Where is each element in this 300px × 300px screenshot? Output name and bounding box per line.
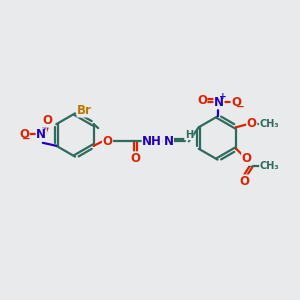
Text: O: O — [42, 114, 52, 127]
Text: O: O — [197, 94, 207, 107]
Text: CH₃: CH₃ — [260, 119, 279, 129]
Text: NH: NH — [142, 135, 162, 148]
Text: N: N — [36, 128, 46, 141]
Text: H: H — [185, 130, 193, 140]
Text: N: N — [164, 135, 173, 148]
Text: +: + — [219, 92, 227, 101]
Text: −: − — [22, 134, 31, 144]
Text: CH₃: CH₃ — [260, 161, 279, 171]
Text: O: O — [239, 175, 249, 188]
Text: O: O — [130, 152, 140, 165]
Text: +: + — [41, 123, 49, 132]
Text: O: O — [247, 117, 257, 130]
Text: O: O — [103, 135, 112, 148]
Text: O: O — [242, 152, 252, 165]
Text: Br: Br — [77, 104, 92, 117]
Text: O: O — [231, 96, 241, 109]
Text: O: O — [19, 128, 29, 141]
Text: N: N — [214, 96, 224, 109]
Text: −: − — [236, 101, 244, 112]
